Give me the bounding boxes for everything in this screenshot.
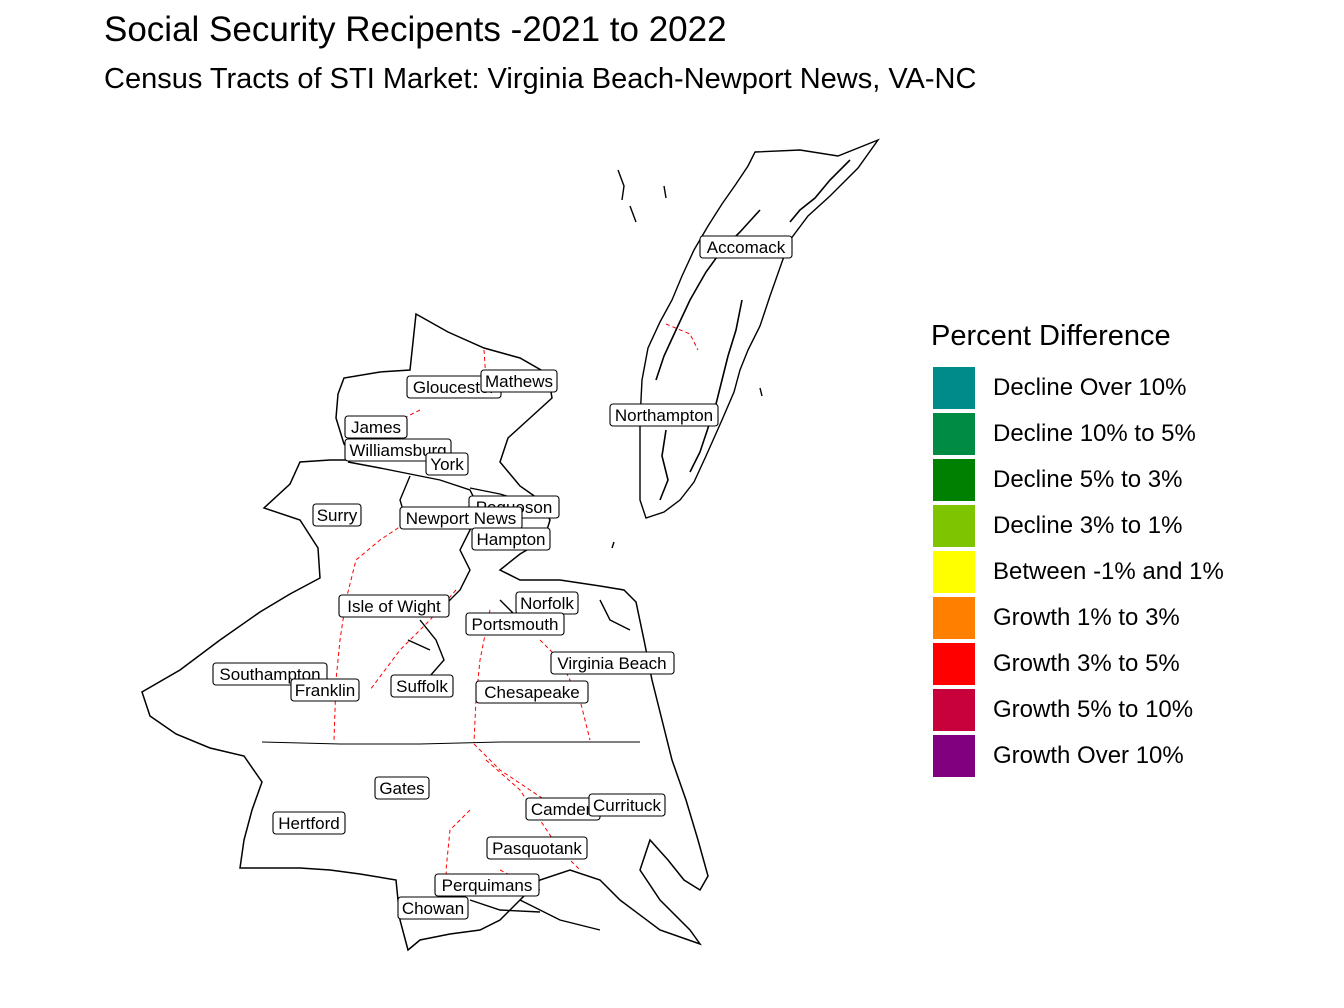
- svg-text:Virginia Beach: Virginia Beach: [557, 654, 666, 673]
- legend-label: Decline 10% to 5%: [993, 420, 1196, 447]
- legend-swatch: [933, 551, 975, 593]
- legend-swatch: [933, 505, 975, 547]
- label-gates: Gates: [374, 776, 430, 800]
- legend-label: Decline 3% to 1%: [993, 512, 1183, 539]
- legend-swatch: [933, 597, 975, 639]
- label-camden: Camden: [525, 797, 601, 821]
- svg-text:Suffolk: Suffolk: [396, 677, 448, 696]
- label-portsmouth: Portsmouth: [465, 612, 565, 636]
- label-pasquotank: Pasquotank: [486, 836, 588, 860]
- svg-text:Pasquotank: Pasquotank: [492, 839, 582, 858]
- legend-item: Between -1% and 1%: [931, 549, 1224, 595]
- label-isle-of-wight: Isle of Wight: [338, 594, 450, 618]
- eastern-shore-coast-detail: [655, 159, 851, 501]
- legend-item: Growth 1% to 3%: [931, 595, 1180, 641]
- legend-swatch: [933, 367, 975, 409]
- label-northampton: Northampton: [609, 403, 719, 427]
- svg-text:Portsmouth: Portsmouth: [472, 615, 559, 634]
- label-accomack: Accomack: [699, 235, 793, 259]
- svg-text:Gloucester: Gloucester: [413, 378, 496, 397]
- legend-swatch: [933, 689, 975, 731]
- label-york: York: [425, 452, 469, 476]
- label-chesapeake: Chesapeake: [475, 680, 589, 704]
- legend-label: Growth 1% to 3%: [993, 604, 1180, 631]
- label-williamsburg: Williamsburg: [344, 438, 452, 462]
- svg-text:Surry: Surry: [317, 506, 358, 525]
- chart-subtitle: Census Tracts of STI Market: Virginia Be…: [104, 63, 977, 95]
- svg-text:Isle of Wight: Isle of Wight: [347, 597, 441, 616]
- legend-label: Decline 5% to 3%: [993, 466, 1183, 493]
- legend-swatch: [933, 643, 975, 685]
- svg-text:Newport News: Newport News: [406, 509, 517, 528]
- chart-title: Social Security Recipents -2021 to 2022: [104, 10, 727, 49]
- legend-swatch: [933, 735, 975, 777]
- svg-text:Hertford: Hertford: [278, 814, 339, 833]
- label-norfolk: Norfolk: [515, 591, 579, 615]
- svg-text:James: James: [351, 418, 401, 437]
- legend-item: Growth Over 10%: [931, 733, 1184, 779]
- legend-label: Growth Over 10%: [993, 742, 1184, 769]
- svg-text:Currituck: Currituck: [593, 796, 662, 815]
- label-virginia-beach: Virginia Beach: [550, 651, 675, 675]
- svg-text:Mathews: Mathews: [485, 372, 553, 391]
- legend-label: Growth 5% to 10%: [993, 696, 1194, 723]
- svg-text:Chesapeake: Chesapeake: [484, 683, 579, 702]
- legend-item: Growth 5% to 10%: [931, 687, 1193, 733]
- label-hampton: Hampton: [471, 527, 551, 551]
- legend-label: Growth 3% to 5%: [993, 650, 1180, 677]
- svg-text:Norfolk: Norfolk: [520, 594, 574, 613]
- label-currituck: Currituck: [588, 793, 666, 817]
- label-newport-news: Newport News: [399, 506, 523, 530]
- label-james: James: [344, 415, 408, 439]
- svg-text:Camden: Camden: [531, 800, 595, 819]
- svg-text:Northampton: Northampton: [615, 406, 713, 425]
- legend-swatch: [933, 459, 975, 501]
- svg-text:Gates: Gates: [379, 779, 424, 798]
- legend: Percent Difference Decline Over 10% Decli…: [931, 320, 1224, 779]
- label-hertford: Hertford: [272, 811, 346, 835]
- svg-text:Chowan: Chowan: [402, 899, 464, 918]
- svg-text:Perquimans: Perquimans: [442, 876, 533, 895]
- svg-text:York: York: [430, 455, 464, 474]
- legend-item: Growth 3% to 5%: [931, 641, 1180, 687]
- label-perquimans: Perquimans: [434, 873, 540, 897]
- label-franklin: Franklin: [290, 678, 360, 702]
- eastern-shore-islands: [611, 169, 763, 549]
- legend-item: Decline Over 10%: [931, 365, 1186, 411]
- label-suffolk: Suffolk: [390, 674, 454, 698]
- legend-item: Decline 10% to 5%: [931, 411, 1196, 457]
- label-mathews: Mathews: [480, 369, 558, 393]
- legend-item: Decline 3% to 1%: [931, 503, 1182, 549]
- legend-item: Decline 5% to 3%: [931, 457, 1182, 503]
- svg-text:Williamsburg: Williamsburg: [349, 441, 446, 460]
- legend-label: Between -1% and 1%: [993, 558, 1224, 585]
- label-chowan: Chowan: [397, 896, 469, 920]
- accomack-northampton-border: [665, 323, 699, 351]
- svg-text:Hampton: Hampton: [477, 530, 546, 549]
- legend-title: Percent Difference: [931, 320, 1171, 352]
- legend-items: Decline Over 10% Decline 10% to 5% Decline…: [931, 365, 1224, 779]
- label-surry: Surry: [312, 503, 362, 527]
- svg-text:Franklin: Franklin: [295, 681, 355, 700]
- legend-swatch: [933, 413, 975, 455]
- state-border: [261, 741, 640, 745]
- svg-text:Accomack: Accomack: [707, 238, 786, 257]
- legend-label: Decline Over 10%: [993, 374, 1187, 401]
